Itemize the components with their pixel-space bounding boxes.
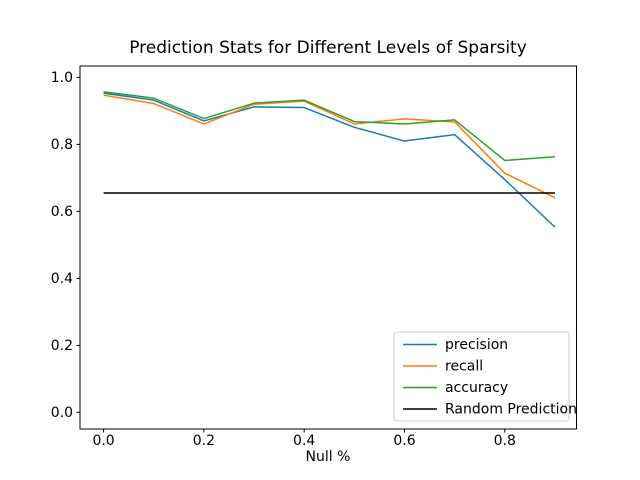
- x-tick-label: 0.6: [393, 433, 415, 449]
- x-axis-label: Null %: [306, 449, 351, 465]
- x-tick-label: 0.8: [494, 433, 516, 449]
- series-precision: [103, 92, 556, 228]
- y-tick-label: 0.6: [51, 204, 73, 220]
- y-tick-label: 0.4: [51, 271, 73, 287]
- legend-label: accuracy: [445, 380, 508, 396]
- legend-label: recall: [445, 359, 483, 375]
- legend: precision recall accuracy Random Prediction: [393, 331, 577, 422]
- x-tick-label: 0.4: [293, 433, 315, 449]
- y-tick-label: 0.0: [51, 405, 73, 421]
- legend-frame: [393, 331, 570, 422]
- x-tick-label: 0.2: [193, 433, 215, 449]
- series-accuracy: [103, 91, 555, 162]
- y-tick-label: 1.0: [51, 70, 73, 86]
- y-tick-label: 0.2: [51, 338, 73, 354]
- x-tick-label: 0.0: [92, 433, 114, 449]
- chart-generated-content: 0.0 0.2 0.4 0.6 0.8 0.0 0.2 0.4 0.6 0.8 1.0 precisi…: [51, 65, 577, 449]
- series-recall: [103, 94, 556, 199]
- legend-label: precision: [445, 337, 508, 353]
- y-tick-label: 0.8: [51, 137, 73, 153]
- legend-label: Random Prediction: [445, 402, 577, 418]
- chart-title: Prediction Stats for Different Levels of…: [129, 38, 527, 58]
- axes-frame: [79, 65, 577, 430]
